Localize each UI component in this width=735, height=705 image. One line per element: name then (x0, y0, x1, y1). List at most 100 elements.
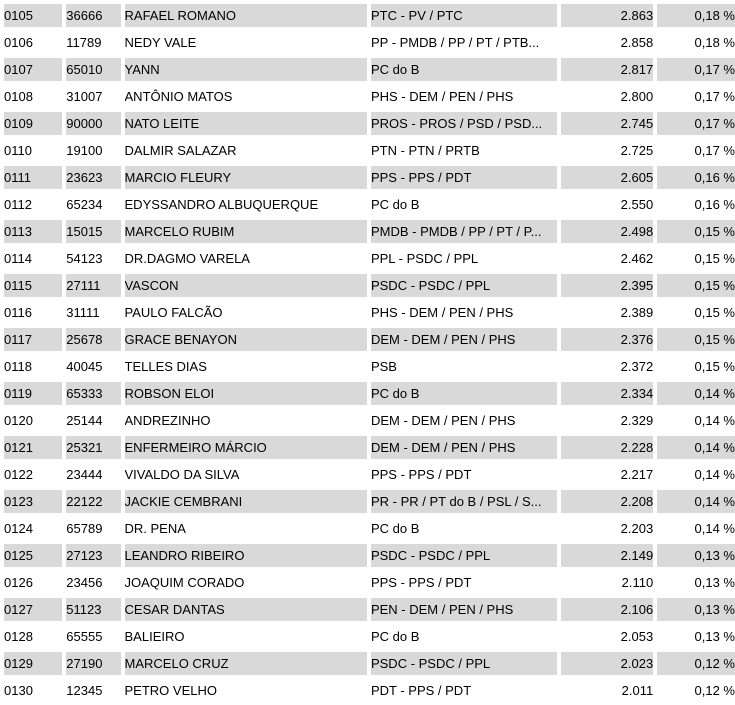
table-row: 0119 65333 ROBSON ELOI PC do B 2.334 0,14 % (4, 382, 735, 405)
cell-ballot-number: 65789 (66, 517, 121, 540)
cell-percentage: 0,15 % (657, 274, 735, 297)
cell-party-coalition: PR - PR / PT do B / PSL / S... (370, 490, 558, 513)
cell-ballot-number: 12345 (66, 679, 121, 702)
cell-votes: 2.858 (561, 31, 654, 54)
table-row: 0110 19100 DALMIR SALAZAR PTN - PTN / PRTB 2… (4, 139, 735, 162)
table-row: 0121 25321 ENFERMEIRO MÁRCIO DEM - DEM / PE… (4, 436, 735, 459)
table-row: 0128 65555 BALIEIRO PC do B 2.053 0,13 % (4, 625, 735, 648)
table-row: 0127 51123 CESAR DANTAS PEN - DEM / PEN / P… (4, 598, 735, 621)
cell-percentage: 0,13 % (657, 571, 735, 594)
cell-votes: 2.217 (561, 463, 654, 486)
cell-percentage: 0,12 % (657, 652, 735, 675)
cell-votes: 2.817 (561, 58, 654, 81)
cell-votes: 2.462 (561, 247, 654, 270)
table-row: 0122 23444 VIVALDO DA SILVA PPS - PPS / PDT… (4, 463, 735, 486)
cell-ballot-number: 90000 (66, 112, 121, 135)
table-row: 0129 27190 MARCELO CRUZ PSDC - PSDC / PPL 2.… (4, 652, 735, 675)
cell-ballot-number: 22122 (66, 490, 121, 513)
cell-code: 0105 (4, 4, 63, 27)
table-row: 0116 31111 PAULO FALCÃO PHS - DEM / PEN / P… (4, 301, 735, 324)
cell-candidate-name: VASCON (124, 274, 367, 297)
cell-party-coalition: PPS - PPS / PDT (370, 166, 558, 189)
cell-percentage: 0,17 % (657, 85, 735, 108)
cell-party-coalition: PHS - DEM / PEN / PHS (370, 85, 558, 108)
cell-party-coalition: DEM - DEM / PEN / PHS (370, 436, 558, 459)
cell-party-coalition: PTN - PTN / PRTB (370, 139, 558, 162)
cell-candidate-name: NATO LEITE (124, 112, 367, 135)
table-row: 0130 12345 PETRO VELHO PDT - PPS / PDT 2.011… (4, 679, 735, 702)
cell-party-coalition: PC do B (370, 382, 558, 405)
cell-code: 0129 (4, 652, 63, 675)
cell-code: 0127 (4, 598, 63, 621)
cell-ballot-number: 11789 (66, 31, 121, 54)
cell-percentage: 0,14 % (657, 490, 735, 513)
cell-ballot-number: 65010 (66, 58, 121, 81)
table-row: 0123 22122 JACKIE CEMBRANI PR - PR / PT do … (4, 490, 735, 513)
cell-percentage: 0,13 % (657, 625, 735, 648)
cell-candidate-name: JACKIE CEMBRANI (124, 490, 367, 513)
cell-code: 0108 (4, 85, 63, 108)
cell-code: 0119 (4, 382, 63, 405)
cell-candidate-name: LEANDRO RIBEIRO (124, 544, 367, 567)
table-row: 0118 40045 TELLES DIAS PSB 2.372 0,15 % (4, 355, 735, 378)
table-row: 0120 25144 ANDREZINHO DEM - DEM / PEN / PHS… (4, 409, 735, 432)
cell-ballot-number: 65234 (66, 193, 121, 216)
cell-votes: 2.011 (561, 679, 654, 702)
cell-percentage: 0,14 % (657, 463, 735, 486)
cell-candidate-name: RAFAEL ROMANO (124, 4, 367, 27)
cell-percentage: 0,17 % (657, 139, 735, 162)
cell-code: 0111 (4, 166, 63, 189)
cell-votes: 2.550 (561, 193, 654, 216)
cell-party-coalition: PTC - PV / PTC (370, 4, 558, 27)
cell-ballot-number: 65333 (66, 382, 121, 405)
cell-ballot-number: 19100 (66, 139, 121, 162)
cell-ballot-number: 31007 (66, 85, 121, 108)
cell-ballot-number: 25678 (66, 328, 121, 351)
cell-party-coalition: PSDC - PSDC / PPL (370, 274, 558, 297)
cell-votes: 2.110 (561, 571, 654, 594)
cell-party-coalition: PC do B (370, 517, 558, 540)
table-row: 0109 90000 NATO LEITE PROS - PROS / PSD / P… (4, 112, 735, 135)
cell-candidate-name: ENFERMEIRO MÁRCIO (124, 436, 367, 459)
cell-percentage: 0,17 % (657, 112, 735, 135)
cell-votes: 2.372 (561, 355, 654, 378)
cell-candidate-name: MARCELO RUBIM (124, 220, 367, 243)
cell-votes: 2.228 (561, 436, 654, 459)
table-row: 0124 65789 DR. PENA PC do B 2.203 0,14 % (4, 517, 735, 540)
cell-code: 0120 (4, 409, 63, 432)
cell-code: 0106 (4, 31, 63, 54)
cell-ballot-number: 25321 (66, 436, 121, 459)
cell-percentage: 0,15 % (657, 247, 735, 270)
cell-ballot-number: 51123 (66, 598, 121, 621)
cell-votes: 2.800 (561, 85, 654, 108)
cell-candidate-name: BALIEIRO (124, 625, 367, 648)
cell-party-coalition: PHS - DEM / PEN / PHS (370, 301, 558, 324)
cell-code: 0117 (4, 328, 63, 351)
cell-candidate-name: YANN (124, 58, 367, 81)
cell-candidate-name: MARCIO FLEURY (124, 166, 367, 189)
cell-ballot-number: 36666 (66, 4, 121, 27)
cell-ballot-number: 27111 (66, 274, 121, 297)
cell-party-coalition: PC do B (370, 193, 558, 216)
cell-votes: 2.498 (561, 220, 654, 243)
cell-votes: 2.329 (561, 409, 654, 432)
cell-ballot-number: 31111 (66, 301, 121, 324)
cell-percentage: 0,14 % (657, 382, 735, 405)
cell-votes: 2.863 (561, 4, 654, 27)
results-table-body: 0105 36666 RAFAEL ROMANO PTC - PV / PTC 2.86… (4, 4, 735, 702)
cell-party-coalition: PDT - PPS / PDT (370, 679, 558, 702)
table-row: 0111 23623 MARCIO FLEURY PPS - PPS / PDT 2.6… (4, 166, 735, 189)
cell-code: 0126 (4, 571, 63, 594)
cell-code: 0123 (4, 490, 63, 513)
cell-percentage: 0,16 % (657, 193, 735, 216)
cell-percentage: 0,15 % (657, 301, 735, 324)
table-row: 0117 25678 GRACE BENAYON DEM - DEM / PEN / … (4, 328, 735, 351)
table-row: 0115 27111 VASCON PSDC - PSDC / PPL 2.395 0,1… (4, 274, 735, 297)
cell-candidate-name: VIVALDO DA SILVA (124, 463, 367, 486)
cell-party-coalition: PC do B (370, 625, 558, 648)
cell-candidate-name: TELLES DIAS (124, 355, 367, 378)
cell-votes: 2.395 (561, 274, 654, 297)
cell-percentage: 0,16 % (657, 166, 735, 189)
cell-candidate-name: GRACE BENAYON (124, 328, 367, 351)
